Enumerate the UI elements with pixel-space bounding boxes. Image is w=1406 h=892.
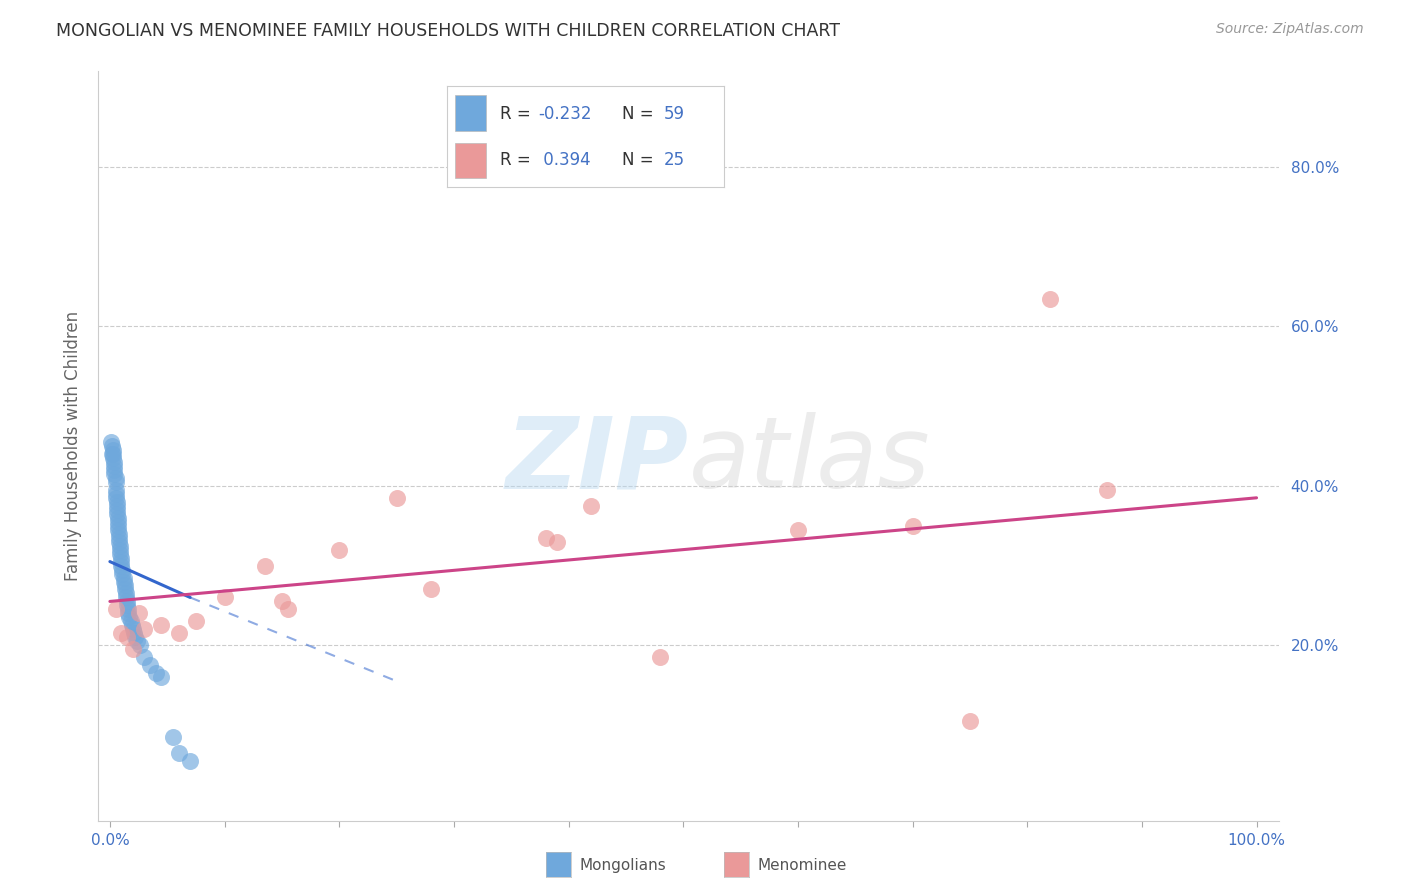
Point bbox=[103, 447, 125, 461]
Point bbox=[115, 599, 138, 613]
Point bbox=[117, 607, 139, 621]
Point bbox=[420, 582, 443, 597]
Point bbox=[103, 458, 125, 473]
Point bbox=[134, 623, 156, 637]
Point bbox=[145, 666, 167, 681]
Point bbox=[901, 518, 924, 533]
Point bbox=[122, 626, 145, 640]
Text: Source: ZipAtlas.com: Source: ZipAtlas.com bbox=[1216, 22, 1364, 37]
Point bbox=[581, 499, 603, 513]
Point bbox=[121, 618, 143, 632]
Point bbox=[328, 542, 350, 557]
Point bbox=[104, 483, 127, 497]
Point bbox=[114, 582, 136, 597]
Point bbox=[103, 455, 125, 469]
Point bbox=[104, 487, 127, 501]
Point bbox=[110, 558, 132, 573]
Point bbox=[115, 594, 138, 608]
Point bbox=[115, 630, 138, 644]
Point bbox=[167, 626, 190, 640]
Point bbox=[120, 615, 142, 629]
Point bbox=[534, 531, 557, 545]
Point bbox=[118, 610, 141, 624]
Point bbox=[110, 555, 132, 569]
Point bbox=[103, 467, 125, 481]
Point bbox=[253, 558, 276, 573]
Point bbox=[112, 570, 135, 584]
Point bbox=[107, 523, 129, 537]
Point bbox=[104, 491, 127, 505]
Point bbox=[111, 563, 134, 577]
Y-axis label: Family Households with Children: Family Households with Children bbox=[63, 311, 82, 581]
Point bbox=[128, 607, 150, 621]
Point bbox=[786, 523, 808, 537]
Point bbox=[650, 650, 672, 665]
Point bbox=[103, 442, 125, 457]
Point bbox=[107, 518, 129, 533]
Point bbox=[108, 542, 131, 557]
Point bbox=[546, 534, 568, 549]
Point bbox=[112, 574, 135, 589]
Point bbox=[134, 650, 156, 665]
Point bbox=[121, 623, 143, 637]
Point bbox=[167, 746, 190, 760]
Point bbox=[1039, 292, 1062, 306]
Point bbox=[111, 566, 134, 581]
Point bbox=[115, 586, 138, 600]
Point bbox=[107, 510, 129, 524]
Point bbox=[179, 754, 201, 768]
Point bbox=[104, 471, 127, 485]
Point bbox=[108, 539, 131, 553]
Point bbox=[108, 547, 131, 561]
Point bbox=[214, 591, 236, 605]
Text: Menominee: Menominee bbox=[758, 858, 848, 872]
Text: MONGOLIAN VS MENOMINEE FAMILY HOUSEHOLDS WITH CHILDREN CORRELATION CHART: MONGOLIAN VS MENOMINEE FAMILY HOUSEHOLDS… bbox=[56, 22, 841, 40]
Text: atlas: atlas bbox=[689, 412, 931, 509]
Point bbox=[115, 591, 138, 605]
Point bbox=[103, 463, 125, 477]
Point bbox=[105, 507, 128, 521]
Point bbox=[107, 515, 129, 529]
Point bbox=[114, 578, 136, 592]
Point bbox=[108, 534, 131, 549]
Point bbox=[139, 658, 162, 673]
Point bbox=[110, 550, 132, 565]
Point bbox=[385, 491, 408, 505]
Point bbox=[110, 626, 132, 640]
Point bbox=[105, 502, 128, 516]
Point bbox=[959, 714, 981, 728]
Point bbox=[1097, 483, 1119, 497]
Point bbox=[108, 531, 131, 545]
Point bbox=[121, 642, 143, 657]
Point bbox=[104, 602, 127, 616]
Point bbox=[117, 602, 139, 616]
Point bbox=[108, 526, 131, 541]
Point bbox=[150, 670, 173, 684]
Point bbox=[162, 730, 184, 744]
Point bbox=[105, 495, 128, 509]
Point bbox=[184, 615, 207, 629]
Point bbox=[277, 602, 299, 616]
Point bbox=[101, 439, 124, 453]
Point bbox=[101, 447, 124, 461]
Point bbox=[124, 630, 146, 644]
Point bbox=[104, 475, 127, 489]
Point bbox=[270, 594, 292, 608]
Point bbox=[100, 435, 122, 450]
Point bbox=[128, 638, 150, 652]
Text: ZIP: ZIP bbox=[506, 412, 689, 509]
Point bbox=[127, 634, 149, 648]
Point bbox=[105, 499, 128, 513]
Point bbox=[103, 450, 125, 465]
Text: Mongolians: Mongolians bbox=[579, 858, 666, 872]
Point bbox=[150, 618, 173, 632]
